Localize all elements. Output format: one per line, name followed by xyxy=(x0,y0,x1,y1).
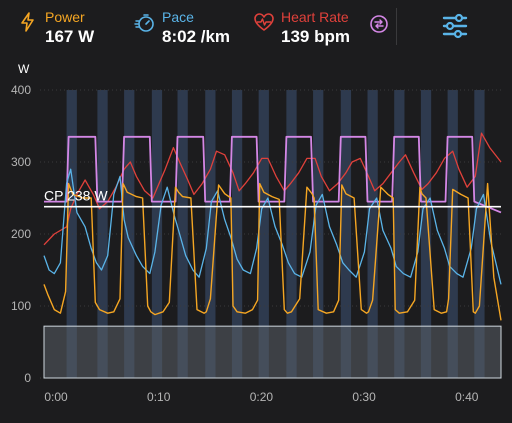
x-tick-label: 0:10 xyxy=(147,390,171,404)
cp-label: CP 238 W xyxy=(44,188,108,204)
y-tick-label: 300 xyxy=(11,155,31,169)
interval-block xyxy=(97,90,108,378)
y-tick-label: 200 xyxy=(11,227,31,241)
interval-block xyxy=(313,90,324,378)
x-tick-label: 0:20 xyxy=(250,390,274,404)
stopwatch-icon xyxy=(134,14,154,32)
heart-pulse-icon xyxy=(254,13,274,31)
target-series-line xyxy=(44,135,502,214)
interval-block xyxy=(286,90,297,378)
lower-zone-area xyxy=(43,325,502,379)
x-tick-label: 0:40 xyxy=(455,390,479,404)
pace-label: Pace xyxy=(162,9,194,25)
header-divider xyxy=(396,8,397,45)
interval-block xyxy=(340,90,352,378)
y-tick-label: 100 xyxy=(11,299,31,313)
power-label: Power xyxy=(45,9,85,25)
interval-block xyxy=(177,90,188,378)
x-tick-label: 0:00 xyxy=(44,390,68,404)
pace-metric[interactable]: Pace 8:02 /km xyxy=(134,6,244,50)
interval-block xyxy=(474,90,485,378)
y-tick-label: 0 xyxy=(24,371,31,385)
interval-block xyxy=(124,90,135,378)
interval-block xyxy=(205,90,216,378)
interval-block xyxy=(394,90,405,378)
x-tick-label: 0:30 xyxy=(352,390,376,404)
heart-series-line xyxy=(43,132,502,246)
y-tick-label: 400 xyxy=(11,83,31,97)
power-metric[interactable]: Power 167 W xyxy=(17,6,137,50)
pace-value: 8:02 /km xyxy=(162,27,231,46)
power-series-line xyxy=(43,182,502,321)
sliders-icon[interactable] xyxy=(438,10,472,42)
swap-metric-icon[interactable] xyxy=(367,12,391,36)
lightning-icon xyxy=(21,12,34,32)
y-axis-unit: W xyxy=(18,62,30,76)
interval-block xyxy=(231,90,243,378)
power-value: 167 W xyxy=(45,27,95,46)
interval-block xyxy=(258,90,269,378)
heart-rate-value: 139 bpm xyxy=(281,27,350,46)
pace-series-line xyxy=(43,168,502,285)
interval-block xyxy=(420,90,432,378)
heart-rate-metric[interactable]: Heart Rate 139 bpm xyxy=(253,6,373,50)
interval-block xyxy=(66,90,77,378)
heart-rate-label: Heart Rate xyxy=(281,9,349,25)
